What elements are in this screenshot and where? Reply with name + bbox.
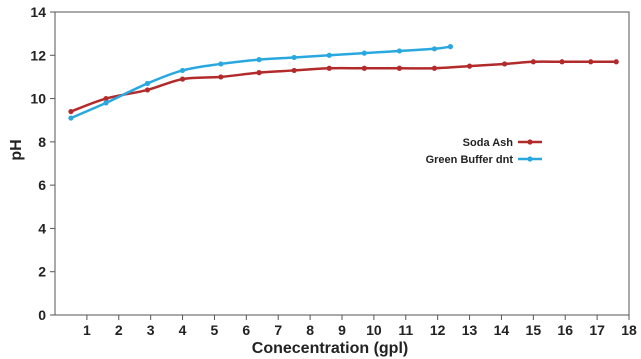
x-tick-label: 15 [526, 322, 542, 338]
x-axis: 1 2 3 4 5 6 7 8 9 10 11 12 13 14 15 16 17 18 [83, 315, 637, 338]
soda-ash-point [218, 74, 224, 80]
plot-area-frame [54, 11, 630, 316]
soda-ash-point [103, 95, 109, 102]
soda-ash-point [361, 65, 367, 71]
soda-ash-point [613, 59, 619, 65]
x-tick-label: 11 [398, 322, 413, 338]
soda-ash-point [179, 76, 186, 82]
x-tick-label: 6 [242, 322, 250, 338]
x-tick-label: 2 [115, 322, 123, 338]
y-axis-title: pH [8, 139, 25, 160]
x-tick-label: 13 [462, 322, 478, 338]
green-buffer-dnt-point [103, 100, 109, 106]
y-tick-label: 4 [38, 220, 46, 236]
green-buffer-dnt-point [326, 52, 332, 58]
y-tick-label: 10 [30, 91, 46, 107]
legend-marker-soda-ash [527, 139, 533, 145]
x-tick-label: 5 [211, 322, 219, 338]
y-tick-label: 12 [30, 47, 46, 63]
green-buffer-dnt-point [291, 54, 297, 61]
x-tick-label: 1 [83, 322, 91, 338]
x-tick-label: 3 [147, 322, 155, 338]
green-buffer-dnt-point [256, 57, 262, 63]
x-tick-label: 12 [430, 322, 446, 338]
y-tick-label: 0 [38, 307, 46, 323]
green-buffer-dnt-point [218, 61, 224, 67]
soda-ash-line [70, 60, 617, 113]
soda-ash-point [291, 67, 297, 74]
x-tick-label: 9 [338, 322, 346, 338]
legend-label-green-buffer-dnt: Green Buffer dnt [426, 154, 514, 166]
green-buffer-dnt-point [361, 50, 367, 56]
y-tick-label: 6 [38, 177, 46, 193]
green-buffer-dnt-point [68, 115, 74, 121]
green-buffer-dnt-line [70, 45, 451, 120]
soda-ash-point [559, 59, 565, 65]
green-buffer-dnt-point [144, 80, 151, 87]
soda-ash-point [431, 65, 438, 71]
green-buffer-dnt-point [447, 44, 454, 50]
y-axis: 0 2 4 6 8 10 12 14 [30, 4, 55, 323]
green-buffer-dnt-point [431, 46, 438, 52]
x-axis-title: Conecentration (gpl) [252, 340, 408, 357]
soda-ash-point [502, 61, 508, 67]
legend-label-soda-ash: Soda Ash [463, 137, 514, 149]
x-tick-label: 18 [621, 322, 637, 338]
x-tick-label: 8 [306, 322, 314, 338]
x-tick-label: 7 [274, 322, 282, 338]
x-tick-label: 16 [557, 322, 573, 338]
series-layer [68, 44, 619, 121]
soda-ash-point [326, 65, 332, 71]
soda-ash-point [588, 59, 594, 65]
legend-marker-green-buffer-dnt [527, 156, 533, 162]
x-tick-label: 14 [494, 322, 510, 338]
soda-ash-point [68, 108, 74, 115]
y-tick-label: 2 [38, 264, 46, 280]
green-buffer-dnt-point [396, 48, 402, 54]
y-tick-label: 14 [30, 4, 46, 20]
legend: Soda Ash Green Buffer dnt [426, 137, 542, 166]
x-tick-label: 10 [366, 322, 382, 338]
soda-ash-point [256, 70, 262, 76]
y-tick-label: 8 [38, 134, 46, 150]
soda-ash-point [396, 65, 402, 71]
x-tick-label: 17 [589, 322, 605, 338]
soda-ash-point [466, 63, 473, 69]
x-tick-label: 4 [179, 322, 187, 338]
soda-ash-point [530, 59, 536, 65]
soda-ash-point [144, 87, 151, 93]
green-buffer-dnt-point [179, 67, 186, 74]
